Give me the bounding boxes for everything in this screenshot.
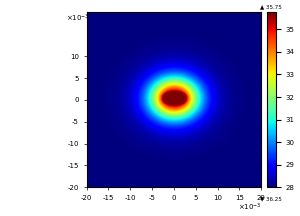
- Text: $\times10^{-3}$: $\times10^{-3}$: [66, 13, 89, 24]
- Text: $\times10^{-3}$: $\times10^{-3}$: [238, 201, 261, 213]
- Text: ▼ 36.25: ▼ 36.25: [260, 196, 282, 201]
- Text: ▲ 35.75: ▲ 35.75: [260, 4, 282, 9]
